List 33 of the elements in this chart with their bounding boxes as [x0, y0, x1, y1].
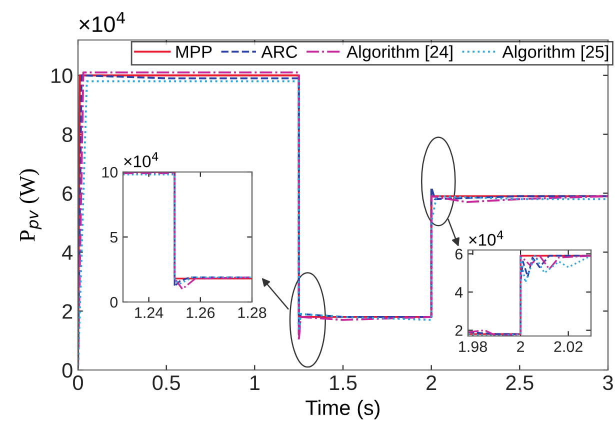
x-tick-label: 1.5: [330, 376, 357, 390]
x-tick-label: 2: [517, 341, 524, 352]
y-tick-label: 4: [62, 245, 73, 260]
legend-label: MPP: [176, 46, 212, 58]
x-tick-label: 1.98: [459, 341, 487, 352]
x-tick-label: 2.02: [554, 341, 582, 352]
y-tick-label: 10: [102, 166, 118, 178]
y-axis-title: P$_{pv}$ (W): [19, 169, 42, 242]
y-tick-label: 0: [110, 296, 118, 308]
text: ×10$^{4}$: [80, 12, 125, 32]
y-tick-label: 2: [455, 325, 462, 336]
y-tick-label: 5: [110, 232, 118, 243]
x-tick-label: 1.24: [135, 307, 164, 318]
y-tick-label: 6: [455, 248, 462, 260]
y-tick-label: 8: [62, 127, 72, 142]
legend-label: Algorithm [25]: [502, 45, 608, 62]
x-tick-label: 1.26: [186, 307, 215, 318]
x-tick-label: 3: [603, 375, 613, 390]
y-tick-label: 0: [62, 363, 72, 378]
y-tick-label: 4: [454, 287, 463, 298]
legend-label: ARC: [261, 46, 298, 58]
annotation: ×10$^{4}$: [124, 152, 158, 168]
y-tick-label: 10: [52, 68, 72, 84]
x-tick-label: 1: [250, 376, 260, 390]
x-axis-title: Time (s): [306, 400, 380, 420]
x-tick-label: 0.5: [152, 375, 180, 390]
x-tick-label: 0: [73, 375, 83, 390]
x-tick-label: 2.5: [506, 375, 534, 390]
x-tick-label: 2: [426, 375, 436, 390]
y-tick-label: 6: [62, 186, 72, 201]
text: Algorithm [24]: [346, 45, 452, 62]
x-tick-label: 1.28: [238, 307, 266, 318]
annotation: ×10$^{4}$: [469, 230, 504, 246]
